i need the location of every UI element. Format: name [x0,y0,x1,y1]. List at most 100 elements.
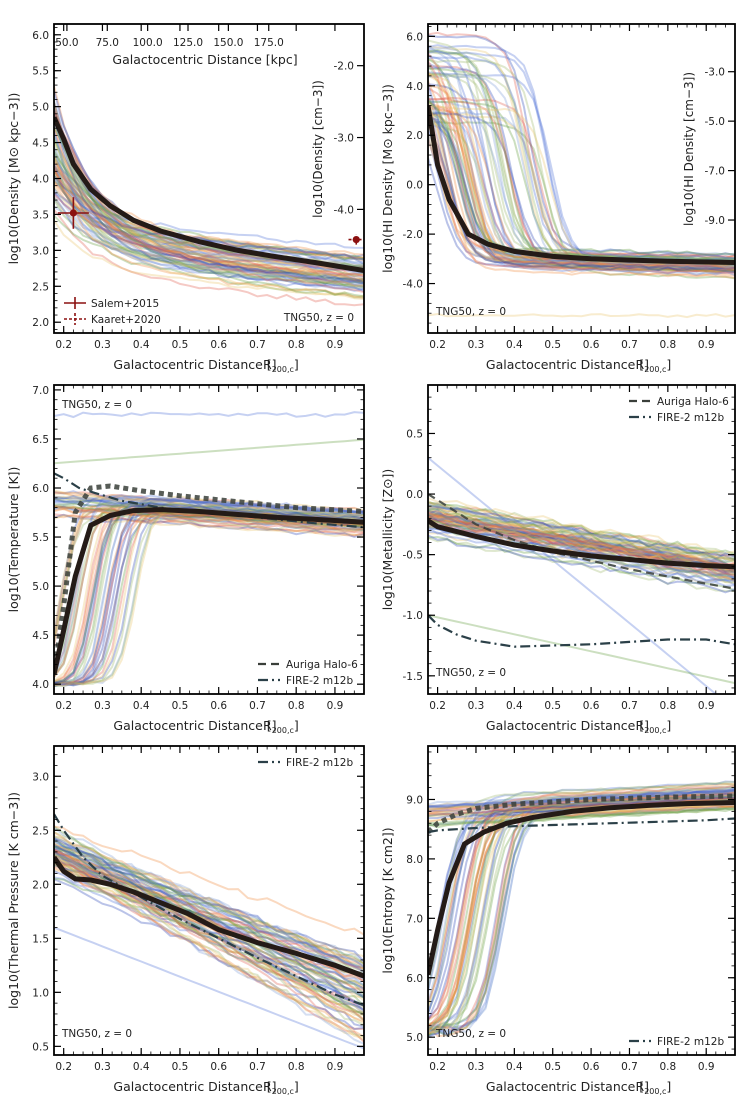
ensemble-line [54,193,364,277]
ensemble-line [428,107,735,269]
y-tick-label: 7.0 [406,913,423,925]
ensemble-line [54,214,364,299]
ensemble-line [428,512,735,569]
ensemble-line [428,113,735,272]
ensemble-line [54,852,364,958]
ensemble-line [428,506,735,563]
ensemble-line [54,219,364,301]
ensemble-line [54,195,364,287]
ensemble-line [428,73,735,275]
ensemble-line [428,132,735,269]
x-tick-label: 0.7 [249,700,266,712]
ensemble-line [54,512,364,685]
ensemble-line [54,109,364,284]
ensemble-line [428,509,735,569]
sim-label: TNG50, z = 0 [435,667,506,679]
x-tick-label: 0.2 [429,339,446,351]
ensemble-line [428,130,735,270]
ensemble-line [428,789,735,1033]
ensemble-line [54,849,364,965]
ensemble-line [54,102,364,279]
x-tick-label: 0.9 [698,1061,715,1073]
ensemble-line [54,854,364,973]
ensemble-line [428,47,735,270]
bracket: ] [294,1079,299,1094]
ensemble-line [54,135,364,289]
subscript: 200,c [644,365,666,374]
ensemble-line [428,512,735,568]
x-tick-label: 0.2 [55,339,72,351]
x-axis-label-unit: R200,c] [263,1079,299,1096]
ensemble-line [428,499,735,558]
ensemble-line [54,861,364,1042]
ensemble-line [54,513,364,539]
ensemble-line [54,498,364,520]
x-tick-label: 0.4 [506,700,523,712]
ensemble-line [428,507,735,564]
ensemble-line [428,807,735,829]
ensemble-line [54,862,364,1016]
ensemble-line [428,115,735,273]
ensemble-line [54,838,364,998]
ensemble-line [54,863,364,1038]
x-tick-label: 0.6 [583,700,600,712]
ensemble-line [428,513,735,570]
top-tick-label: 100.0 [133,37,163,49]
ensemble-line [54,139,364,283]
fire-line [428,817,735,834]
ensemble-line [54,110,364,288]
ensemble-line [54,860,364,1039]
ensemble-line [428,103,735,269]
ensemble-line [428,803,735,1029]
y-tick-label: 0.0 [406,180,423,192]
panel-density: 0.2 0.3 0.4 0.5 0.6 0.7 0.8 0.9 Galactocentric D… [6,23,365,374]
ensemble-line [428,515,735,570]
median-line [428,800,735,976]
ensemble-line [428,100,735,256]
ensemble-line [54,197,364,285]
x-tick-label: 0.8 [288,1061,305,1073]
ensemble-line [428,48,735,262]
ensemble-line [428,786,735,1032]
ensemble-line [54,171,364,286]
ensemble-line [428,84,735,273]
median-line [428,105,735,265]
auriga-line [428,793,735,835]
y-tick-label: -2.0 [403,229,424,241]
y-tick-label: 3.5 [32,209,49,221]
ensemble-line [54,835,364,968]
auriga-line [428,493,735,590]
x-axis-label-unit: R200,c] [636,357,672,374]
x-axis-label-unit: R200,c] [636,1079,672,1096]
subscript: 200,c [644,726,666,735]
ensemble-line [54,103,364,275]
y-tick-label: 4.0 [32,174,49,186]
subscript: 200,c [272,1087,294,1096]
y-tick-label: 9.0 [406,794,423,806]
ensemble-line [54,496,364,517]
ensemble-line [428,111,735,272]
bracket: ] [666,718,671,733]
ensemble-line [428,781,735,989]
right-tick-label: -2.0 [334,61,355,73]
ensemble-line [54,831,364,974]
ensemble-line [54,862,364,1045]
y-tick-label: 6.0 [32,30,49,42]
y-axis-label: log10(Entropy [K cm2]) [380,827,395,973]
ensemble-line [428,87,735,274]
ensemble-line [54,104,364,283]
ensemble-line [54,150,364,275]
ensemble-line [428,312,735,319]
ensemble-line [428,797,735,816]
ensemble-line [54,495,364,519]
ensemble-line [54,516,364,688]
x-tick-label: 0.8 [288,700,305,712]
ensemble-line [54,131,364,292]
subscript: 200,c [644,1087,666,1096]
ensemble-line [54,126,364,281]
right-tick-label: -7.0 [705,166,726,178]
ensemble-line [428,100,735,271]
plot-area [428,456,735,694]
panel-entropy: 0.2 0.3 0.4 0.5 0.6 0.7 0.8 0.9 Galactocentric D… [380,745,736,1096]
